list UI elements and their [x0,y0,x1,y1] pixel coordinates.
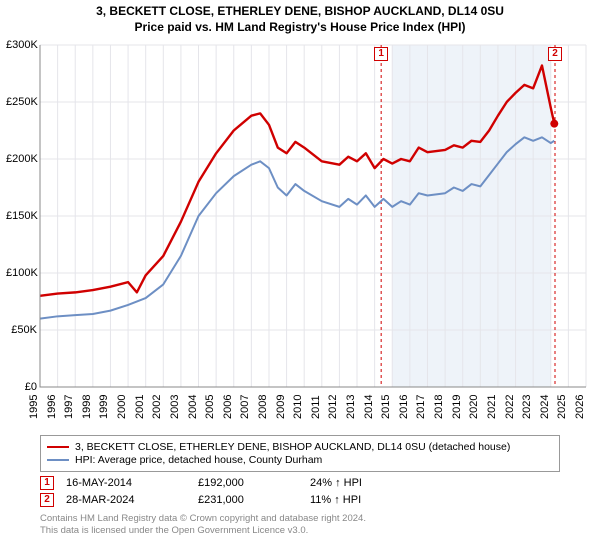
sale-marker-badge: 2 [548,47,562,61]
x-tick-label: 2017 [415,395,427,419]
legend-swatch [47,459,69,461]
sales-list: 1 16-MAY-2014 £192,000 24% ↑ HPI 2 28-MAR-202… [6,476,594,507]
x-tick-label: 2002 [151,395,163,419]
sale-date: 16-MAY-2014 [66,477,186,489]
y-tick-label: £300K [6,39,37,51]
x-tick-label: 1996 [45,395,57,419]
x-tick-label: 2023 [521,395,533,419]
legend-label: HPI: Average price, detached house, Coun… [75,454,322,466]
x-tick-label: 2008 [257,395,269,419]
legend-item: HPI: Average price, detached house, Coun… [47,454,553,466]
x-tick-label: 2013 [345,395,357,419]
sale-date: 28-MAR-2024 [66,494,186,506]
x-tick-label: 2016 [398,395,410,419]
sale-marker-badge: 1 [374,47,388,61]
y-tick-label: £0 [6,381,37,393]
x-tick-label: 2015 [380,395,392,419]
x-tick-label: 2024 [539,395,551,419]
sale-price: £231,000 [198,494,298,506]
x-tick-label: 2025 [556,395,568,419]
sale-badge: 2 [40,493,54,507]
footer: Contains HM Land Registry data © Crown c… [40,513,560,537]
x-tick-label: 2010 [292,395,304,419]
x-tick-label: 2020 [468,395,480,419]
legend-item: 3, BECKETT CLOSE, ETHERLEY DENE, BISHOP … [47,441,553,453]
x-tick-label: 2012 [327,395,339,419]
y-tick-label: £50K [6,324,37,336]
y-tick-label: £150K [6,210,37,222]
x-tick-label: 1999 [98,395,110,419]
x-tick-label: 2003 [169,395,181,419]
x-tick-label: 2022 [503,395,515,419]
x-tick-label: 2014 [362,395,374,419]
x-tick-label: 1995 [28,395,40,419]
title-line2: Price paid vs. HM Land Registry's House … [6,20,594,36]
legend-label: 3, BECKETT CLOSE, ETHERLEY DENE, BISHOP … [75,441,510,453]
x-tick-label: 2006 [221,395,233,419]
legend: 3, BECKETT CLOSE, ETHERLEY DENE, BISHOP … [40,435,560,472]
legend-swatch [47,446,69,448]
x-tick-label: 2007 [239,395,251,419]
x-tick-label: 2005 [204,395,216,419]
sale-delta: 24% ↑ HPI [310,477,362,489]
x-tick-label: 2026 [574,395,586,419]
x-tick-label: 2018 [433,395,445,419]
x-tick-label: 2009 [274,395,286,419]
y-tick-label: £100K [6,267,37,279]
footer-line1: Contains HM Land Registry data © Crown c… [40,513,560,525]
x-tick-label: 2021 [486,395,498,419]
x-tick-label: 1998 [81,395,93,419]
sale-row: 1 16-MAY-2014 £192,000 24% ↑ HPI [40,476,560,490]
footer-line2: This data is licensed under the Open Gov… [40,525,560,537]
title-line1: 3, BECKETT CLOSE, ETHERLEY DENE, BISHOP … [6,4,594,20]
chart-svg [6,39,594,429]
x-tick-label: 1997 [63,395,75,419]
x-tick-label: 2000 [116,395,128,419]
sale-row: 2 28-MAR-2024 £231,000 11% ↑ HPI [40,493,560,507]
x-tick-label: 2004 [186,395,198,419]
y-tick-label: £250K [6,96,37,108]
sale-price: £192,000 [198,477,298,489]
sale-delta: 11% ↑ HPI [310,494,361,506]
x-tick-label: 2001 [133,395,145,419]
sale-badge: 1 [40,476,54,490]
x-tick-label: 2011 [310,396,322,420]
price-chart: £0 £50K £100K £150K £200K £250K £300K 1995 1996 1… [6,39,594,429]
x-tick-label: 2019 [450,395,462,419]
chart-title: 3, BECKETT CLOSE, ETHERLEY DENE, BISHOP … [6,4,594,35]
y-tick-label: £200K [6,153,37,165]
